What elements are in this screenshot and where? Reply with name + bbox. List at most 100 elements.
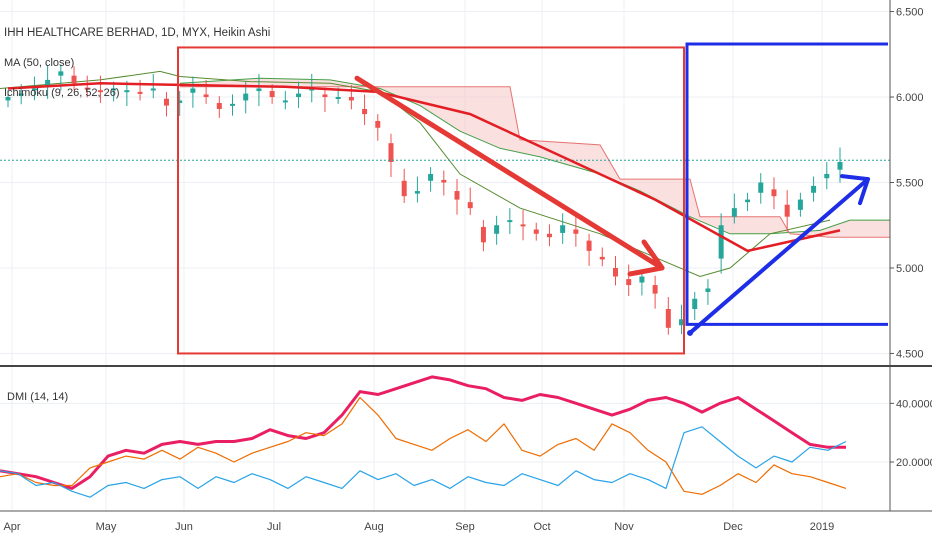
candle-body [507, 220, 513, 223]
dmi-tick-label: 20.0000 [896, 457, 932, 469]
candle-body [652, 285, 658, 294]
x-tick-label: Jun [175, 521, 193, 533]
candle-body [230, 103, 236, 106]
red-arrow-head [627, 239, 665, 277]
x-tick-label: Sep [455, 521, 475, 533]
ichimoku-cloud [0, 70, 890, 278]
candle-body [203, 94, 209, 98]
senkou-span-a [179, 77, 890, 235]
candle-body [243, 93, 249, 101]
candle-body [731, 208, 737, 217]
candle-body [573, 229, 579, 234]
candle-body [58, 71, 64, 76]
candle-body [494, 225, 500, 234]
candle-body [586, 240, 592, 251]
blue-uptrend-arrow [688, 177, 870, 335]
candle-body [454, 191, 460, 200]
candle-body [190, 88, 196, 93]
candle-body [5, 97, 11, 101]
red-range-box [177, 46, 685, 355]
candle-body [322, 94, 328, 98]
candle-body [745, 199, 751, 203]
candle-body [546, 233, 552, 238]
x-tick-label: Oct [533, 521, 550, 533]
chart-title: IHH HEALTHCARE BERHAD, 1D, MYX, Heikin A… [4, 27, 270, 39]
candle-body [150, 88, 156, 91]
candle-body [71, 75, 77, 84]
candle-body [665, 309, 671, 328]
dmi-tick-label: 40.0000 [896, 398, 932, 410]
candle-body [639, 276, 645, 283]
candle-body [560, 225, 566, 233]
candle-body [679, 319, 685, 326]
candle-body [256, 88, 262, 92]
x-tick-label: Apr [3, 521, 20, 533]
candle-body [480, 226, 486, 243]
candle-body [388, 143, 394, 162]
candle-body [771, 189, 777, 197]
blue-range-box [685, 42, 888, 326]
candle-body [282, 100, 288, 103]
ichimoku-indicator-label[interactable]: Ichimoku (9, 26, 52, 26) [4, 87, 120, 99]
candle-body [111, 88, 117, 91]
candle-body [375, 120, 381, 128]
candle-body [362, 108, 368, 115]
ma-indicator-label[interactable]: MA (50, close) [4, 57, 74, 69]
x-tick-label: Jul [267, 521, 281, 533]
dmi-indicator-label[interactable]: DMI (14, 14) [7, 391, 68, 403]
candle-body [705, 288, 711, 292]
candle-body [216, 103, 222, 109]
y-tick-label: 5.500 [896, 178, 924, 190]
candle-body [177, 100, 183, 104]
lagging-line [0, 70, 831, 278]
candle-body [612, 267, 618, 277]
ma-50-line [7, 82, 841, 253]
candle-body [163, 98, 169, 106]
dmi-panel [0, 375, 847, 498]
candle-body [692, 298, 698, 310]
blue-arrow-tail [687, 329, 693, 336]
candle-body [84, 87, 90, 90]
candles [5, 64, 843, 335]
candle-body [824, 173, 830, 179]
candle-body [348, 97, 354, 101]
candle-body [428, 173, 434, 181]
candle-body [837, 161, 843, 170]
y-tick-label: 6.500 [896, 7, 924, 19]
candle-body [414, 191, 420, 194]
y-tick-label: 4.500 [896, 348, 924, 360]
candle-body [533, 229, 539, 234]
candle-body [137, 91, 143, 94]
x-tick-label: Nov [614, 521, 634, 533]
candle-body [797, 199, 803, 210]
candle-body [124, 90, 130, 93]
candle-body [31, 88, 37, 91]
blue-arrow-head [840, 174, 870, 206]
grid [0, 0, 890, 511]
candle-body [441, 179, 447, 183]
dmi-line-di [0, 426, 847, 498]
candle-body [296, 93, 302, 98]
candle-body [718, 225, 724, 259]
candle-body [269, 91, 275, 98]
x-tick-label: Aug [364, 521, 384, 533]
x-tick-label: Dec [723, 521, 743, 533]
candle-body [18, 93, 24, 96]
candle-body [467, 202, 473, 209]
x-tick-label: May [96, 521, 117, 533]
y-tick-label: 5.000 [896, 263, 924, 275]
candle-body [45, 79, 51, 86]
candle-body [520, 224, 526, 227]
axes: Apr May Jun Jul Aug Sep Oct Nov Dec 2019 4.500 5.00… [0, 0, 932, 533]
senkou-span-b [180, 86, 890, 238]
x-tick-label: 2019 [810, 521, 834, 533]
overlays [0, 42, 890, 355]
y-tick-label: 6.000 [896, 92, 924, 104]
candle-body [599, 256, 605, 260]
candle-body [401, 180, 407, 197]
candle-body [784, 204, 790, 217]
candle-body [758, 182, 764, 193]
dmi-line-di [0, 396, 847, 495]
